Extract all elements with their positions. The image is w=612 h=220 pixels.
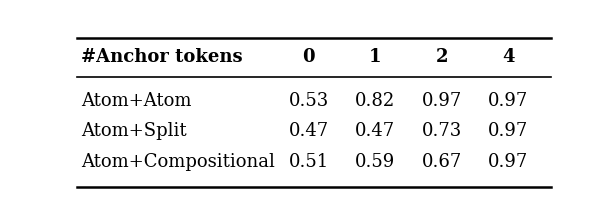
Text: 0: 0 [302,48,315,66]
Text: Atom+Split: Atom+Split [81,122,187,140]
Text: 0.97: 0.97 [422,92,462,110]
Text: 0.97: 0.97 [488,122,528,140]
Text: 0.59: 0.59 [355,153,395,171]
Text: 0.47: 0.47 [289,122,329,140]
Text: 0.53: 0.53 [289,92,329,110]
Text: 0.67: 0.67 [422,153,462,171]
Text: Atom+Atom: Atom+Atom [81,92,192,110]
Text: 0.73: 0.73 [422,122,462,140]
Text: 0.47: 0.47 [355,122,395,140]
Text: Atom+Compositional: Atom+Compositional [81,153,275,171]
Text: 0.51: 0.51 [289,153,329,171]
Text: 0.82: 0.82 [355,92,395,110]
Text: 0.97: 0.97 [488,153,528,171]
Text: #Anchor tokens: #Anchor tokens [81,48,243,66]
Text: 2: 2 [436,48,448,66]
Text: 4: 4 [502,48,514,66]
Text: 1: 1 [369,48,381,66]
Text: 0.97: 0.97 [488,92,528,110]
